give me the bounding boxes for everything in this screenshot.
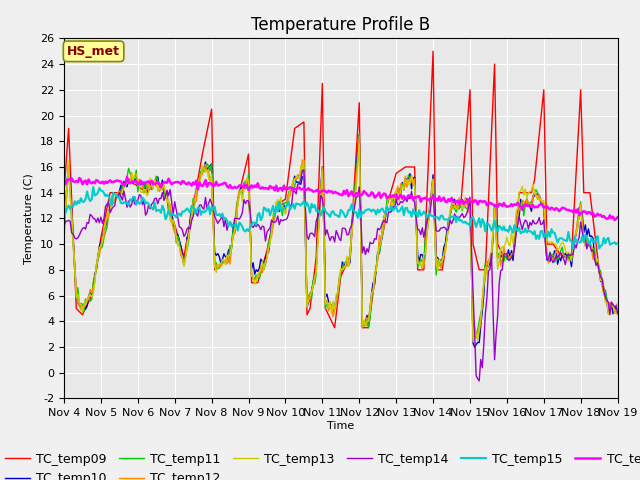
TC_temp10 (396, 186, 403, 192)
TC_temp15 (548, 226, 556, 232)
Line: TC_temp13: TC_temp13 (64, 144, 618, 342)
TC_temp15 (76, 200, 83, 206)
TC_temp13 (469, 339, 477, 345)
TC_temp16 (377, 195, 385, 201)
TC_temp10 (408, 186, 415, 192)
TC_temp12 (76, 302, 83, 308)
TC_temp16 (614, 215, 621, 220)
TC_temp15 (377, 207, 385, 213)
TC_temp13 (60, 222, 68, 228)
TC_temp15 (614, 240, 621, 246)
TC_temp09 (60, 190, 68, 195)
TC_temp12 (469, 336, 477, 341)
TC_temp16 (548, 205, 556, 211)
TC_temp10 (163, 190, 171, 196)
Line: TC_temp14: TC_temp14 (64, 170, 618, 381)
TC_temp14 (300, 167, 308, 173)
TC_temp11 (377, 241, 385, 247)
TC_temp12 (614, 312, 621, 317)
Line: TC_temp11: TC_temp11 (64, 133, 618, 334)
TC_temp16 (164, 176, 172, 181)
TC_temp13 (163, 200, 171, 205)
Text: HS_met: HS_met (67, 45, 120, 58)
Title: Temperature Profile B: Temperature Profile B (252, 16, 430, 34)
TC_temp09 (549, 241, 557, 247)
TC_temp15 (569, 246, 577, 252)
TC_temp15 (408, 214, 415, 220)
TC_temp14 (377, 225, 385, 231)
TC_temp10 (377, 240, 385, 246)
TC_temp12 (163, 198, 171, 204)
Line: TC_temp10: TC_temp10 (64, 135, 618, 348)
TC_temp13 (396, 198, 403, 204)
TC_temp11 (163, 192, 171, 198)
TC_temp09 (429, 48, 437, 54)
TC_temp14 (549, 260, 557, 265)
TC_temp12 (377, 235, 385, 240)
Legend: TC_temp09, TC_temp10, TC_temp11, TC_temp12, TC_temp13, TC_temp14, TC_temp15, TC_: TC_temp09, TC_temp10, TC_temp11, TC_temp… (0, 448, 640, 480)
TC_temp12 (549, 256, 557, 262)
TC_temp09 (163, 195, 171, 201)
TC_temp12 (408, 172, 415, 178)
TC_temp12 (396, 192, 403, 198)
TC_temp11 (614, 308, 621, 314)
TC_temp11 (408, 180, 415, 186)
TC_temp09 (408, 164, 415, 170)
TC_temp14 (60, 223, 68, 229)
Line: TC_temp09: TC_temp09 (64, 51, 618, 328)
TC_temp15 (164, 207, 172, 213)
TC_temp13 (614, 300, 621, 306)
TC_temp16 (124, 174, 131, 180)
TC_temp09 (76, 309, 83, 314)
TC_temp09 (396, 168, 403, 174)
TC_temp14 (408, 189, 415, 194)
TC_temp11 (60, 227, 68, 232)
Line: TC_temp15: TC_temp15 (64, 187, 618, 249)
TC_temp15 (90, 184, 97, 190)
TC_temp09 (377, 237, 385, 243)
TC_temp10 (355, 132, 363, 138)
Line: TC_temp16: TC_temp16 (64, 177, 618, 220)
TC_temp10 (60, 222, 68, 228)
TC_temp15 (60, 205, 68, 211)
TC_temp16 (408, 193, 415, 199)
TC_temp14 (396, 201, 403, 207)
TC_temp11 (355, 131, 363, 136)
TC_temp16 (611, 217, 618, 223)
TC_temp15 (396, 208, 403, 214)
TC_temp14 (163, 187, 171, 193)
TC_temp14 (476, 378, 483, 384)
TC_temp13 (549, 240, 557, 245)
TC_temp12 (355, 133, 363, 139)
TC_temp10 (614, 301, 621, 307)
Y-axis label: Temperature (C): Temperature (C) (24, 173, 35, 264)
TC_temp16 (60, 178, 68, 183)
Line: TC_temp12: TC_temp12 (64, 136, 618, 338)
TC_temp14 (614, 310, 621, 316)
TC_temp09 (614, 306, 621, 312)
TC_temp13 (76, 300, 83, 306)
TC_temp14 (76, 232, 83, 238)
TC_temp13 (355, 141, 363, 147)
TC_temp10 (76, 302, 83, 308)
TC_temp11 (549, 251, 557, 257)
TC_temp11 (396, 186, 403, 192)
TC_temp13 (377, 241, 385, 247)
X-axis label: Time: Time (327, 421, 355, 431)
TC_temp09 (331, 325, 339, 331)
TC_temp10 (549, 255, 557, 261)
TC_temp10 (471, 345, 479, 350)
TC_temp11 (472, 331, 480, 336)
TC_temp13 (408, 173, 415, 179)
TC_temp12 (60, 238, 68, 243)
TC_temp11 (76, 301, 83, 307)
TC_temp16 (396, 194, 403, 200)
TC_temp16 (76, 175, 83, 181)
